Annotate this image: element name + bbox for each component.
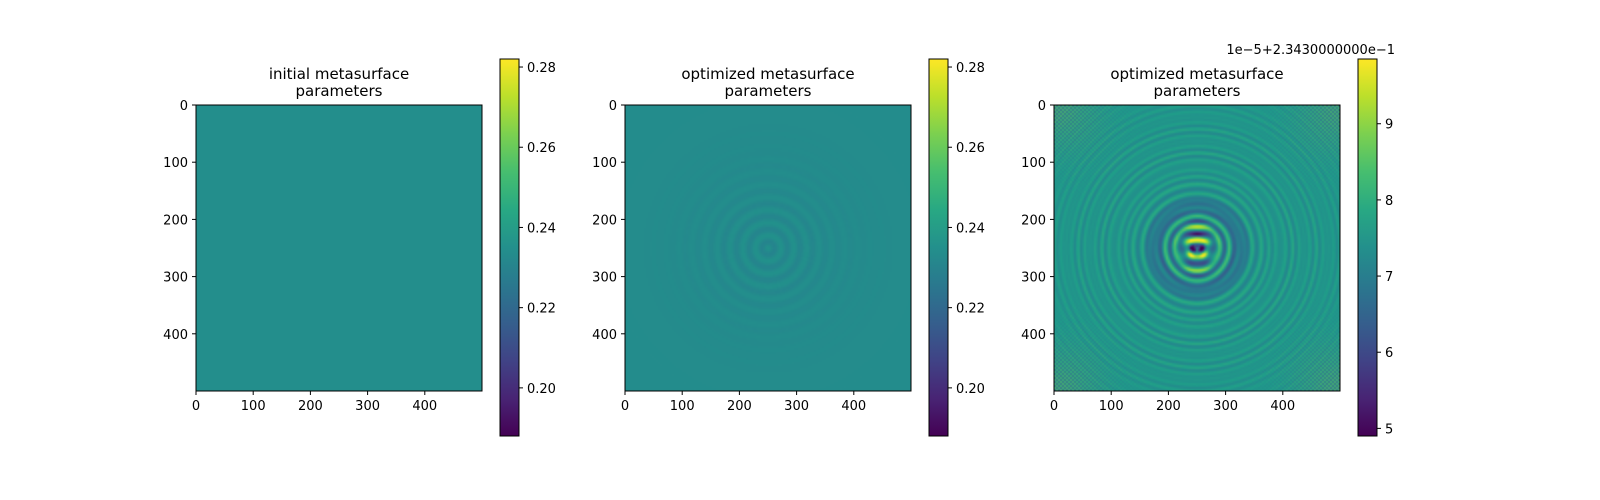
y-tick-label: 0	[180, 99, 188, 114]
colorbar-tick-label: 5	[1385, 422, 1393, 437]
x-tick-label: 200	[1156, 399, 1181, 414]
y-tick-label: 200	[1021, 213, 1046, 228]
y-tick-label: 400	[592, 328, 617, 343]
x-tick-label: 400	[1270, 399, 1295, 414]
heatmap-image	[625, 105, 911, 391]
colorbar-tick-label: 0.26	[527, 141, 556, 156]
panel-title-line: optimized metasurface	[681, 65, 854, 83]
y-tick-label: 100	[163, 156, 188, 171]
colorbar	[928, 58, 949, 437]
axes-frame	[1053, 104, 1341, 392]
y-tick-label: 0	[1038, 99, 1046, 114]
y-tick-label: 200	[592, 213, 617, 228]
y-tick-label: 300	[592, 271, 617, 286]
colorbar-tick-label: 0.22	[956, 302, 985, 317]
colorbar	[499, 58, 520, 437]
colorbar-tick-label: 0.22	[527, 302, 556, 317]
colorbar-tick-label: 6	[1385, 346, 1393, 361]
colorbar-tick-label: 0.28	[527, 61, 556, 76]
heatmap-image	[196, 105, 482, 391]
colorbar-tick-label: 0.20	[527, 382, 556, 397]
panel-title-line: initial metasurface	[269, 65, 409, 83]
x-tick-label: 200	[727, 399, 752, 414]
x-tick-label: 0	[621, 399, 629, 414]
colorbar-tick-label: 9	[1385, 118, 1393, 133]
x-tick-label: 300	[1213, 399, 1238, 414]
colorbar-tick-label: 0.24	[956, 221, 985, 236]
y-tick-label: 100	[1021, 156, 1046, 171]
y-tick-label: 400	[163, 328, 188, 343]
panel-title-line: optimized metasurface	[1110, 65, 1283, 83]
panel-title-line: parameters	[1153, 82, 1240, 100]
colorbar-tick-label: 8	[1385, 194, 1393, 209]
x-tick-label: 200	[298, 399, 323, 414]
axes-frame	[624, 104, 912, 392]
x-tick-label: 300	[784, 399, 809, 414]
y-tick-label: 300	[163, 271, 188, 286]
y-tick-label: 400	[1021, 328, 1046, 343]
colorbar-tick-label: 0.24	[527, 221, 556, 236]
colorbar	[1357, 58, 1378, 437]
panel-title-line: parameters	[295, 82, 382, 100]
y-tick-label: 300	[1021, 271, 1046, 286]
x-tick-label: 300	[355, 399, 380, 414]
x-tick-label: 100	[670, 399, 695, 414]
y-tick-label: 200	[163, 213, 188, 228]
x-tick-label: 400	[841, 399, 866, 414]
x-tick-label: 0	[1050, 399, 1058, 414]
axes-frame	[195, 104, 483, 392]
y-tick-label: 0	[609, 99, 617, 114]
colorbar-tick-label: 0.28	[956, 61, 985, 76]
colorbar-tick-label: 7	[1385, 270, 1393, 285]
x-tick-label: 400	[412, 399, 437, 414]
colorbar-tick-label: 0.26	[956, 141, 985, 156]
x-tick-label: 0	[192, 399, 200, 414]
x-tick-label: 100	[241, 399, 266, 414]
y-tick-label: 100	[592, 156, 617, 171]
colorbar-tick-label: 0.20	[956, 382, 985, 397]
panel-title-line: parameters	[724, 82, 811, 100]
heatmap-image	[1054, 105, 1340, 391]
colorbar-offset-text: 1e−5+2.3430000000e−1	[1226, 43, 1395, 58]
x-tick-label: 100	[1099, 399, 1124, 414]
